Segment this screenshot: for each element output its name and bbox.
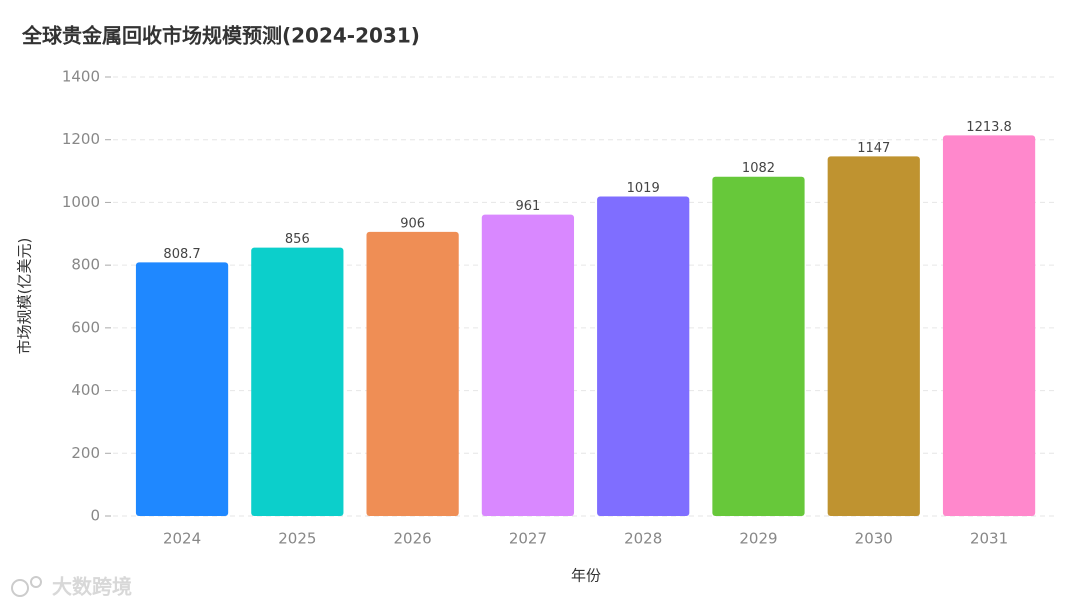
x-tick-label: 2026 xyxy=(394,530,432,548)
value-label: 961 xyxy=(515,199,540,214)
x-tick-label: 2029 xyxy=(739,530,777,548)
x-tick-label: 2028 xyxy=(624,530,662,548)
y-tick-label: 1000 xyxy=(62,193,100,211)
y-tick-label: 1200 xyxy=(62,130,100,148)
y-tick-label: 600 xyxy=(71,318,100,336)
watermark-icon xyxy=(11,576,42,597)
bar xyxy=(251,247,344,516)
value-label: 1082 xyxy=(742,161,775,176)
x-tick-label: 2031 xyxy=(970,530,1008,548)
value-label: 856 xyxy=(285,232,310,247)
x-tick-label: 2030 xyxy=(855,530,893,548)
x-tick-label: 2024 xyxy=(163,530,201,548)
bar xyxy=(481,214,575,517)
value-label: 808.7 xyxy=(163,247,200,262)
bar xyxy=(712,176,805,517)
bar xyxy=(597,196,690,517)
chart-title: 全球贵金属回收市场规模预测(2024-2031) xyxy=(21,24,420,48)
x-tick-label: 2025 xyxy=(278,530,316,548)
bar xyxy=(366,231,459,516)
y-tick-label: 0 xyxy=(90,507,100,525)
value-label: 1147 xyxy=(857,141,890,156)
value-label: 1213.8 xyxy=(966,120,1012,135)
value-label: 1019 xyxy=(627,181,660,196)
watermark: 大数跨境 xyxy=(52,575,132,599)
x-axis-label: 年份 xyxy=(571,567,601,585)
bar xyxy=(135,262,229,516)
bar xyxy=(942,135,1036,516)
value-label: 906 xyxy=(400,216,425,231)
bar xyxy=(827,156,920,517)
y-tick-label: 200 xyxy=(71,444,100,462)
y-tick-label: 400 xyxy=(71,381,100,399)
y-tick-label: 1400 xyxy=(62,68,100,86)
y-axis-label: 市场规模(亿美元) xyxy=(16,238,34,355)
y-tick-label: 800 xyxy=(71,256,100,274)
x-tick-label: 2027 xyxy=(509,530,547,548)
